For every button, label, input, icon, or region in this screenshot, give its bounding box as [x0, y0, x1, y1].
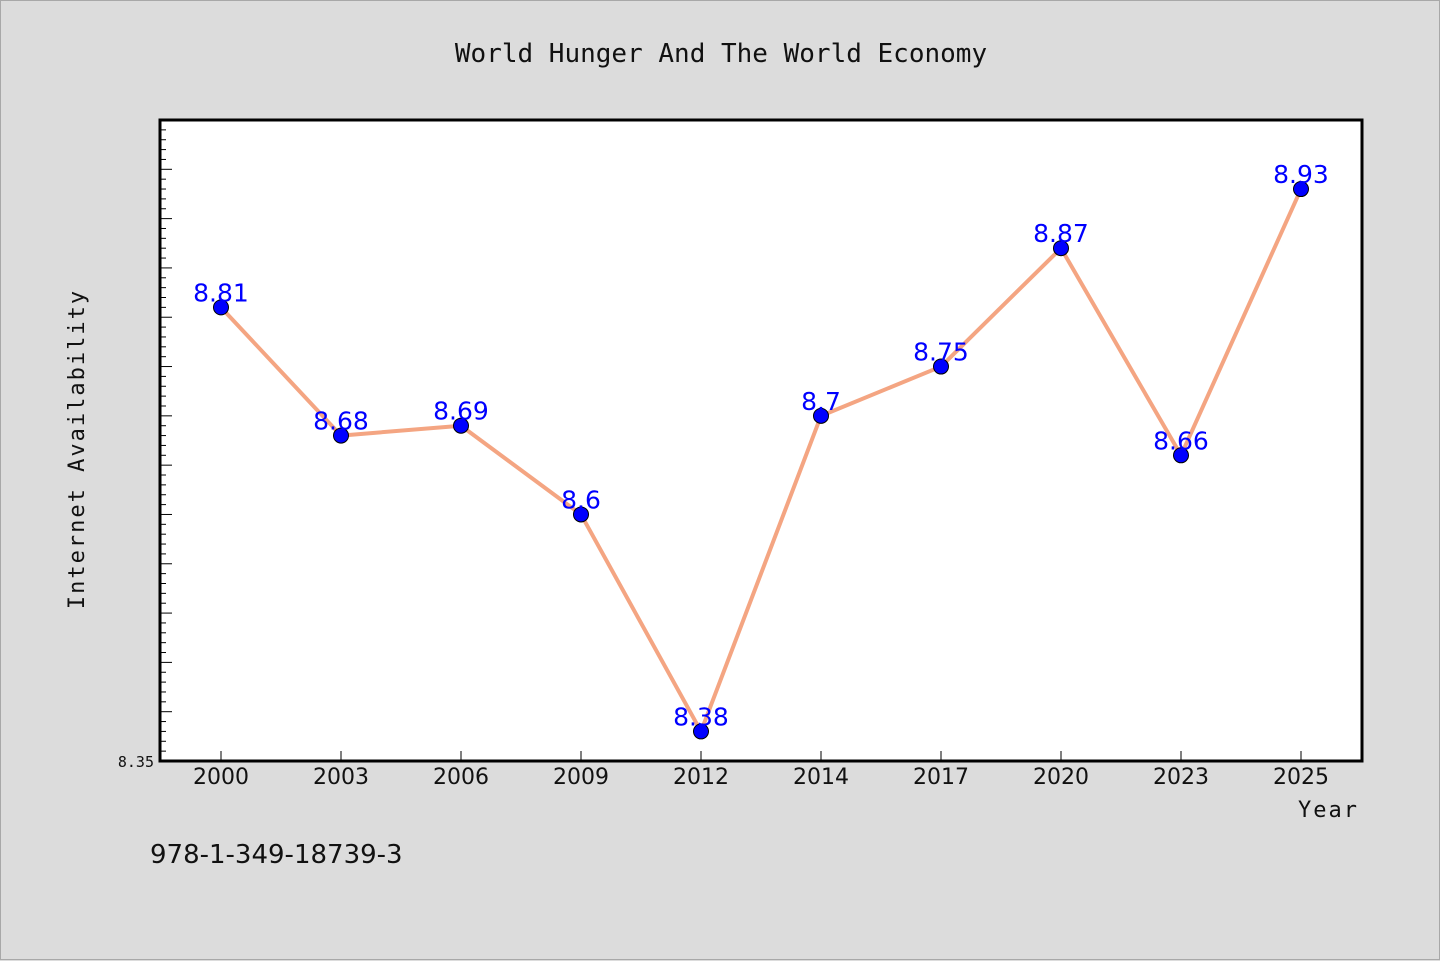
- data-label: 8.6: [561, 485, 601, 514]
- plot-area: [158, 118, 1364, 763]
- x-tick-label: 2025: [1273, 765, 1329, 790]
- data-point: [333, 427, 349, 444]
- data-point: [1053, 240, 1069, 257]
- data-point: [213, 299, 229, 316]
- series-line: [219, 187, 1303, 734]
- x-tick-label: 2000: [193, 765, 249, 790]
- data-label: 8.81: [193, 278, 249, 307]
- y-axis-title: Internet Availability: [65, 289, 90, 609]
- x-tick-label: 2023: [1153, 765, 1209, 790]
- data-label: 8.75: [913, 338, 969, 367]
- x-tick-label: 2009: [553, 765, 609, 790]
- data-label: 8.66: [1153, 426, 1209, 455]
- chart-title: World Hunger And The World Economy: [455, 39, 987, 69]
- data-label: 8.93: [1273, 160, 1329, 189]
- data-point: [933, 358, 949, 375]
- data-point: [1293, 181, 1309, 198]
- data-label: 8.68: [313, 407, 369, 436]
- y-axis-ticks: [160, 129, 172, 752]
- x-tick-label: 2017: [913, 765, 969, 790]
- x-axis-title: Year: [1298, 798, 1359, 823]
- data-label: 8.7: [801, 387, 841, 416]
- data-point: [1173, 447, 1189, 464]
- series-line-group: 8.81 8.68 8.69 8.6 8.38 8.7 8.75 8.87 8.66 8.93: [193, 160, 1329, 740]
- x-tick-label: 2014: [793, 765, 849, 790]
- x-tick-label: 2012: [673, 765, 729, 790]
- x-tick-labels: 2000 2003 2006 2009 2012 2014 2017 2020 2023 2025: [193, 765, 1329, 790]
- data-point: [453, 417, 469, 434]
- x-tick-label: 2020: [1033, 765, 1089, 790]
- data-label: 8.69: [433, 397, 489, 426]
- data-label: 8.38: [673, 702, 729, 731]
- data-point: [813, 407, 829, 424]
- data-point: [573, 506, 589, 523]
- x-tick-label: 2006: [433, 765, 489, 790]
- x-tick-label: 2003: [313, 765, 369, 790]
- data-point: [693, 723, 709, 740]
- footer-isbn: 978-1-349-18739-3: [150, 840, 403, 870]
- data-label: 8.87: [1033, 219, 1089, 248]
- x-axis-ticks: [220, 751, 1302, 761]
- y-tick-label: 8.35: [118, 753, 154, 771]
